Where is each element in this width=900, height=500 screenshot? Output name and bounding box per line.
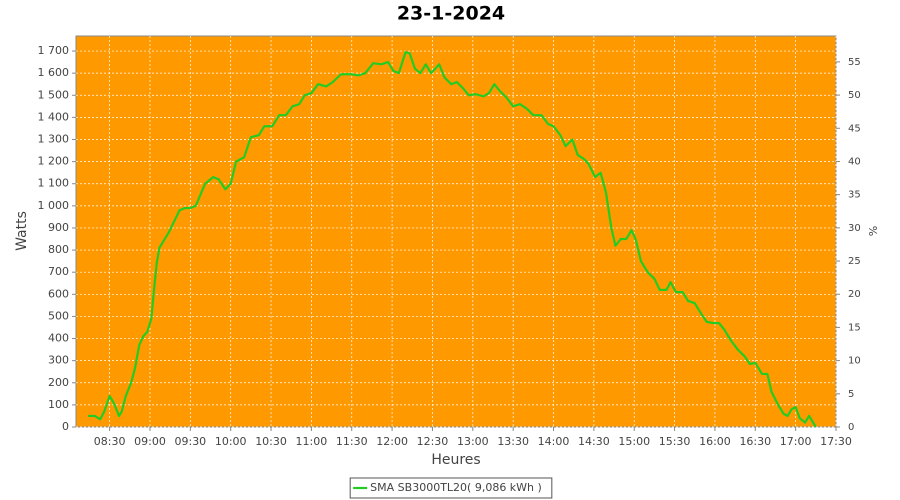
- legend: SMA SB3000TL20( 9,086 kWh ): [349, 477, 553, 499]
- y-tick-label: 1 600: [38, 66, 70, 79]
- y-tick-label: 1 400: [38, 110, 70, 123]
- y-tick-label: 300: [48, 354, 69, 367]
- y-tick-label: 1 000: [38, 199, 70, 212]
- y2-axis-label: %: [866, 226, 879, 236]
- x-tick-label: 10:30: [255, 435, 287, 448]
- x-tick-label: 16:30: [739, 435, 771, 448]
- y-tick-label: 0: [62, 420, 69, 433]
- y2-tick-label: 55: [848, 57, 861, 68]
- y-tick-label: 200: [48, 376, 69, 389]
- y2-tick-label: 30: [848, 223, 861, 234]
- legend-label: SMA SB3000TL20( 9,086 kWh ): [370, 481, 542, 494]
- y-tick-label: 1 700: [38, 44, 70, 57]
- y-tick-label: 700: [48, 265, 69, 278]
- x-tick-label: 13:30: [497, 435, 529, 448]
- x-tick-label: 15:30: [659, 435, 691, 448]
- y-tick-label: 400: [48, 332, 69, 345]
- x-tick-label: 14:00: [538, 435, 570, 448]
- y2-tick-label: 50: [848, 90, 861, 101]
- x-tick-label: 11:00: [296, 435, 328, 448]
- y-tick-label: 500: [48, 309, 69, 322]
- y-tick-label: 100: [48, 398, 69, 411]
- y2-tick-label: 25: [848, 256, 861, 267]
- chart-title: 23-1-2024: [397, 3, 505, 25]
- y2-tick-label: 35: [848, 190, 861, 201]
- x-tick-label: 09:00: [134, 435, 166, 448]
- x-tick-label: 15:00: [618, 435, 650, 448]
- legend-box: [349, 477, 553, 499]
- y2-tick-label: 5: [848, 389, 854, 400]
- x-axis-label: Heures: [431, 452, 480, 468]
- y2-tick-label: 15: [848, 322, 861, 333]
- y-axis-label: Watts: [14, 211, 30, 251]
- x-tick-label: 14:30: [578, 435, 610, 448]
- x-tick-label: 09:30: [174, 435, 206, 448]
- x-tick-label: 13:00: [457, 435, 489, 448]
- y2-tick-label: 0: [848, 422, 854, 433]
- y-tick-label: 900: [48, 221, 69, 234]
- y-tick-label: 1 200: [38, 155, 70, 168]
- y2-tick-label: 40: [848, 156, 861, 167]
- x-tick-label: 08:30: [94, 435, 126, 448]
- x-tick-label: 12:00: [376, 435, 408, 448]
- y-tick-label: 1 300: [38, 133, 70, 146]
- x-tick-label: 17:30: [820, 435, 852, 448]
- x-tick-label: 11:30: [336, 435, 368, 448]
- y-tick-label: 1 500: [38, 88, 70, 101]
- y-tick-label: 600: [48, 287, 69, 300]
- x-tick-label: 16:00: [699, 435, 731, 448]
- y-tick-label: 800: [48, 243, 69, 256]
- plot-area: [75, 35, 837, 428]
- y2-tick-label: 20: [848, 289, 861, 300]
- x-tick-label: 10:00: [215, 435, 247, 448]
- x-tick-label: 12:30: [417, 435, 449, 448]
- y2-tick-label: 45: [848, 123, 861, 134]
- x-tick-label: 17:00: [780, 435, 812, 448]
- y-tick-label: 1 100: [38, 177, 70, 190]
- y2-tick-label: 10: [848, 356, 861, 367]
- series-line: [88, 51, 817, 428]
